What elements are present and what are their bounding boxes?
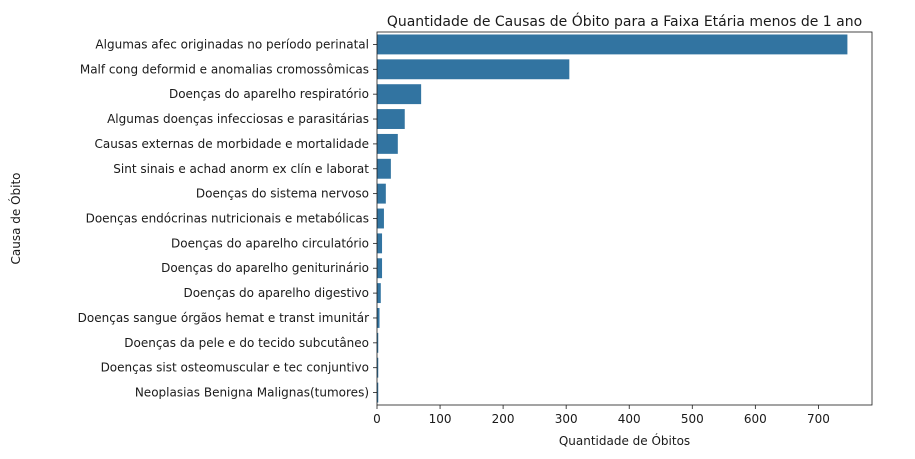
x-tick-label: 400 [618, 412, 641, 426]
bar [377, 332, 379, 353]
bar [377, 34, 848, 55]
x-tick-label: 0 [373, 412, 381, 426]
bar [377, 84, 422, 105]
bar [377, 258, 383, 279]
y-tick-label: Neoplasias Benigna Malignas(tumores) [135, 386, 369, 400]
y-axis-title: Causa de Óbito [8, 172, 23, 264]
y-tick-label: Doenças do aparelho digestivo [183, 286, 369, 300]
bar [377, 109, 405, 129]
y-tick-label: Sint sinais e achad anorm ex clín e labo… [113, 162, 369, 176]
x-axis-title: Quantidade de Óbitos [559, 433, 690, 448]
y-tick-label: Doenças endócrinas nutricionais e metabó… [86, 212, 369, 226]
bar [377, 357, 379, 378]
y-tick-label: Doenças sangue órgãos hemat e transt imu… [78, 311, 369, 325]
y-tick-label: Doenças do aparelho respiratório [169, 87, 369, 101]
bar [377, 208, 384, 229]
bar [377, 59, 570, 80]
y-tick-label: Algumas afec originadas no período perin… [95, 37, 369, 51]
x-axis-ticks: 0 100 200 300 400 500 600 700 [373, 405, 830, 426]
x-tick-label: 200 [492, 412, 515, 426]
y-tick-label: Malf cong deformid e anomalias cromossôm… [80, 62, 369, 76]
x-tick-label: 500 [681, 412, 704, 426]
bar [377, 158, 391, 179]
y-tick-label: Doenças do aparelho circulatório [171, 236, 369, 250]
y-tick-label: Algumas doenças infecciosas e parasitári… [107, 112, 369, 126]
y-tick-label: Causas externas de morbidade e mortalida… [95, 137, 370, 151]
x-tick-label: 100 [429, 412, 452, 426]
x-tick-label: 700 [807, 412, 830, 426]
bar [377, 382, 379, 403]
bar [377, 283, 381, 304]
bar [377, 233, 383, 254]
y-tick-label: Doenças do aparelho geniturinário [161, 261, 369, 275]
y-tick-label: Doenças da pele e do tecido subcutâneo [124, 336, 369, 350]
y-tick-label: Doenças sist osteomuscular e tec conjunt… [101, 361, 369, 375]
x-tick-label: 300 [555, 412, 578, 426]
y-axis-ticks: Algumas afec originadas no período perin… [78, 37, 377, 400]
plot-frame [376, 31, 873, 406]
bar [377, 183, 386, 204]
chart-title: Quantidade de Causas de Óbito para a Fai… [387, 12, 862, 30]
bar [377, 308, 380, 328]
bar [377, 133, 398, 154]
y-tick-label: Doenças do sistema nervoso [196, 187, 369, 201]
bars-group [377, 34, 848, 403]
x-tick-label: 600 [744, 412, 767, 426]
